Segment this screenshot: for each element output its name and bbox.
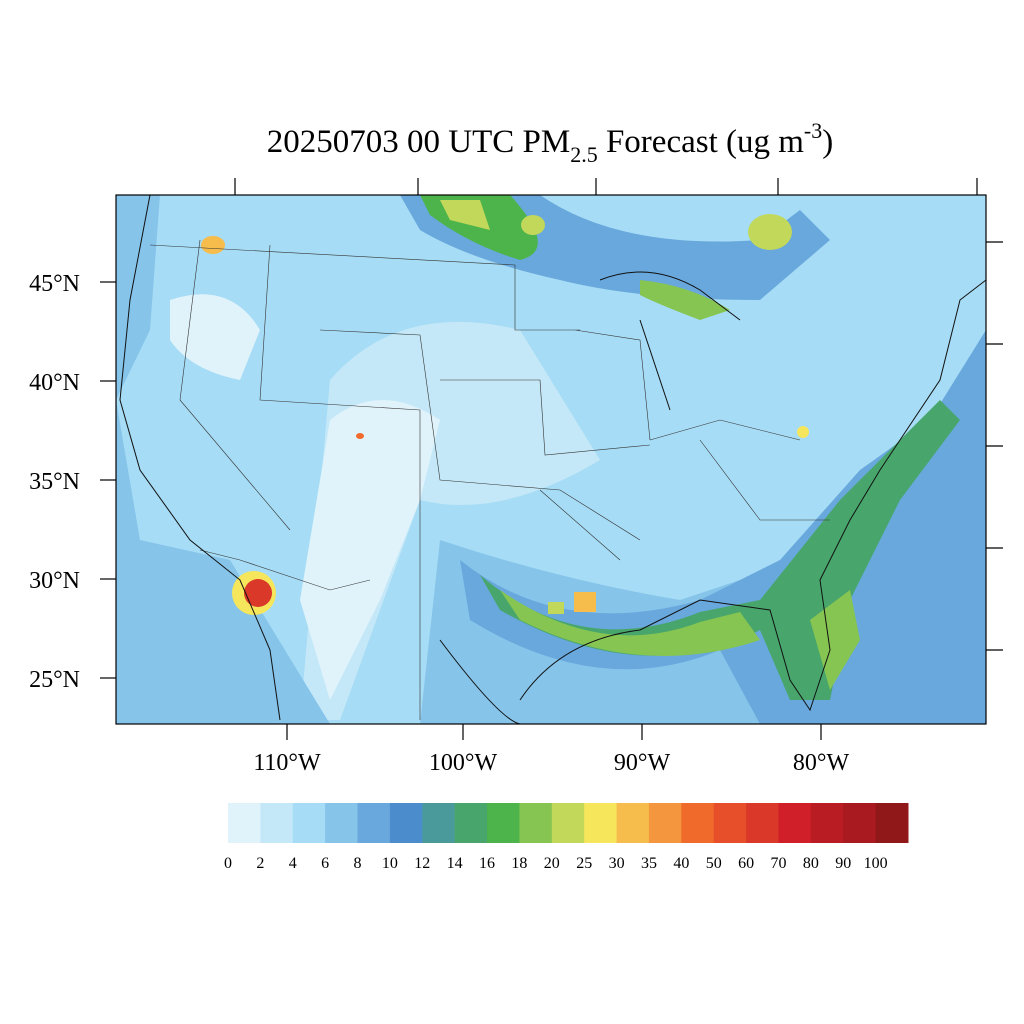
colorbar-label: 2 <box>256 855 264 872</box>
lon-label: 90°W <box>614 750 671 776</box>
colorbar-label: 14 <box>447 855 463 872</box>
colorbar-label: 16 <box>479 855 495 872</box>
colorbar-box <box>389 803 423 843</box>
colorbar-label: 40 <box>673 855 689 872</box>
colorbar-label: 18 <box>511 855 527 872</box>
frame-ticks <box>100 178 1003 740</box>
colorbar-label: 20 <box>544 855 560 872</box>
lat-label: 45°N <box>29 271 80 297</box>
colorbar-box <box>843 803 877 843</box>
state-lines <box>119 194 987 725</box>
colorbar-box <box>325 803 359 843</box>
lat-label: 35°N <box>29 469 80 495</box>
lat-label: 30°N <box>29 568 80 594</box>
colorbar-label: 8 <box>354 855 362 872</box>
colorbar-box <box>616 803 650 843</box>
lat-label: 25°N <box>29 667 80 693</box>
title-part: 20250703 00 UTC PM <box>267 124 570 160</box>
colorbar-box <box>551 803 585 843</box>
colorbar-label: 10 <box>382 855 398 872</box>
colorbar-box <box>422 803 456 843</box>
colorbar-label: 70 <box>770 855 786 872</box>
colorbar-box <box>746 803 779 843</box>
colorbar-label: 12 <box>414 855 430 872</box>
colorbar-label: 35 <box>641 855 657 872</box>
colorbar-box <box>810 803 844 843</box>
colorbar-label: 90 <box>835 855 851 872</box>
colorbar-box <box>292 803 326 843</box>
title-sup: -3 <box>804 118 822 143</box>
colorbar-box <box>681 803 715 843</box>
colorbar-label: 4 <box>289 855 297 872</box>
colorbar-box <box>648 803 682 843</box>
colorbar-label: 60 <box>738 855 754 872</box>
map-frame <box>115 194 987 725</box>
colorbar-box <box>875 803 909 843</box>
title-part: Forecast (ug m <box>598 124 805 160</box>
colorbar-box <box>357 803 391 843</box>
lon-label: 100°W <box>429 750 498 776</box>
colorbar-label: 50 <box>706 855 722 872</box>
colorbar: 0 2 4 6 8 10 12 14 16 18 20 25 30 35 40 50 60 70 80 90 100 <box>224 803 909 872</box>
colorbar-label: 80 <box>803 855 819 872</box>
title-part: ) <box>822 124 833 160</box>
colorbar-box <box>584 803 618 843</box>
colorbar-box <box>519 803 553 843</box>
title: 20250703 00 UTC PM2.5 Forecast (ug m-3) <box>267 118 833 167</box>
colorbar-box <box>454 803 488 843</box>
lat-label: 40°N <box>29 370 80 396</box>
colorbar-label: 30 <box>609 855 625 872</box>
colorbar-box <box>713 803 747 843</box>
colorbar-box <box>487 803 520 843</box>
lon-label: 80°W <box>793 750 850 776</box>
colorbar-label: 6 <box>321 855 329 872</box>
colorbar-box <box>778 803 812 843</box>
colorbar-label: 0 <box>224 855 232 872</box>
axis-labels: 45°N 40°N 35°N 30°N 25°N 110°W 100°W 90°W 80°W <box>29 271 849 776</box>
map-field <box>116 195 986 724</box>
colorbar-label: 25 <box>576 855 592 872</box>
colorbar-label: 100 <box>864 855 888 872</box>
lon-label: 110°W <box>253 750 321 776</box>
colorbar-box <box>228 803 261 843</box>
colorbar-box <box>260 803 294 843</box>
title-sub: 2.5 <box>570 142 598 167</box>
